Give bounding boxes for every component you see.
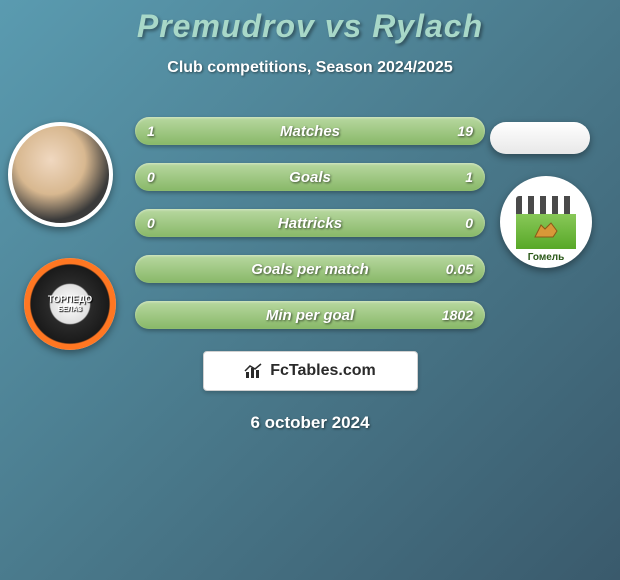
stat-label: Min per goal [135, 307, 485, 324]
date-label: 6 october 2024 [0, 413, 620, 433]
brand-link[interactable]: FcTables.com [203, 351, 418, 391]
stats-container: 1 Matches 19 0 Goals 1 0 Hattricks 0 Goa… [0, 117, 620, 329]
stat-label: Goals per match [135, 261, 485, 278]
stat-left-value: 0 [147, 215, 155, 231]
stat-label: Hattricks [135, 215, 485, 232]
stat-row-hattricks: 0 Hattricks 0 [135, 209, 485, 237]
stat-row-goals-per-match: Goals per match 0.05 [135, 255, 485, 283]
subtitle: Club competitions, Season 2024/2025 [0, 59, 620, 77]
bar-chart-icon [244, 363, 264, 379]
stat-row-goals: 0 Goals 1 [135, 163, 485, 191]
stat-right-value: 19 [457, 123, 473, 139]
stat-left-value: 1 [147, 123, 155, 139]
stat-row-matches: 1 Matches 19 [135, 117, 485, 145]
stat-row-min-per-goal: Min per goal 1802 [135, 301, 485, 329]
page-title: Premudrov vs Rylach [0, 8, 620, 45]
stat-right-value: 0 [465, 215, 473, 231]
stat-label: Goals [135, 169, 485, 186]
brand-text: FcTables.com [270, 362, 376, 380]
stat-right-value: 0.05 [446, 261, 473, 277]
stat-right-value: 1 [465, 169, 473, 185]
comparison-card: Premudrov vs Rylach Club competitions, S… [0, 0, 620, 433]
stat-left-value: 0 [147, 169, 155, 185]
stat-label: Matches [135, 123, 485, 140]
stat-right-value: 1802 [442, 307, 473, 323]
